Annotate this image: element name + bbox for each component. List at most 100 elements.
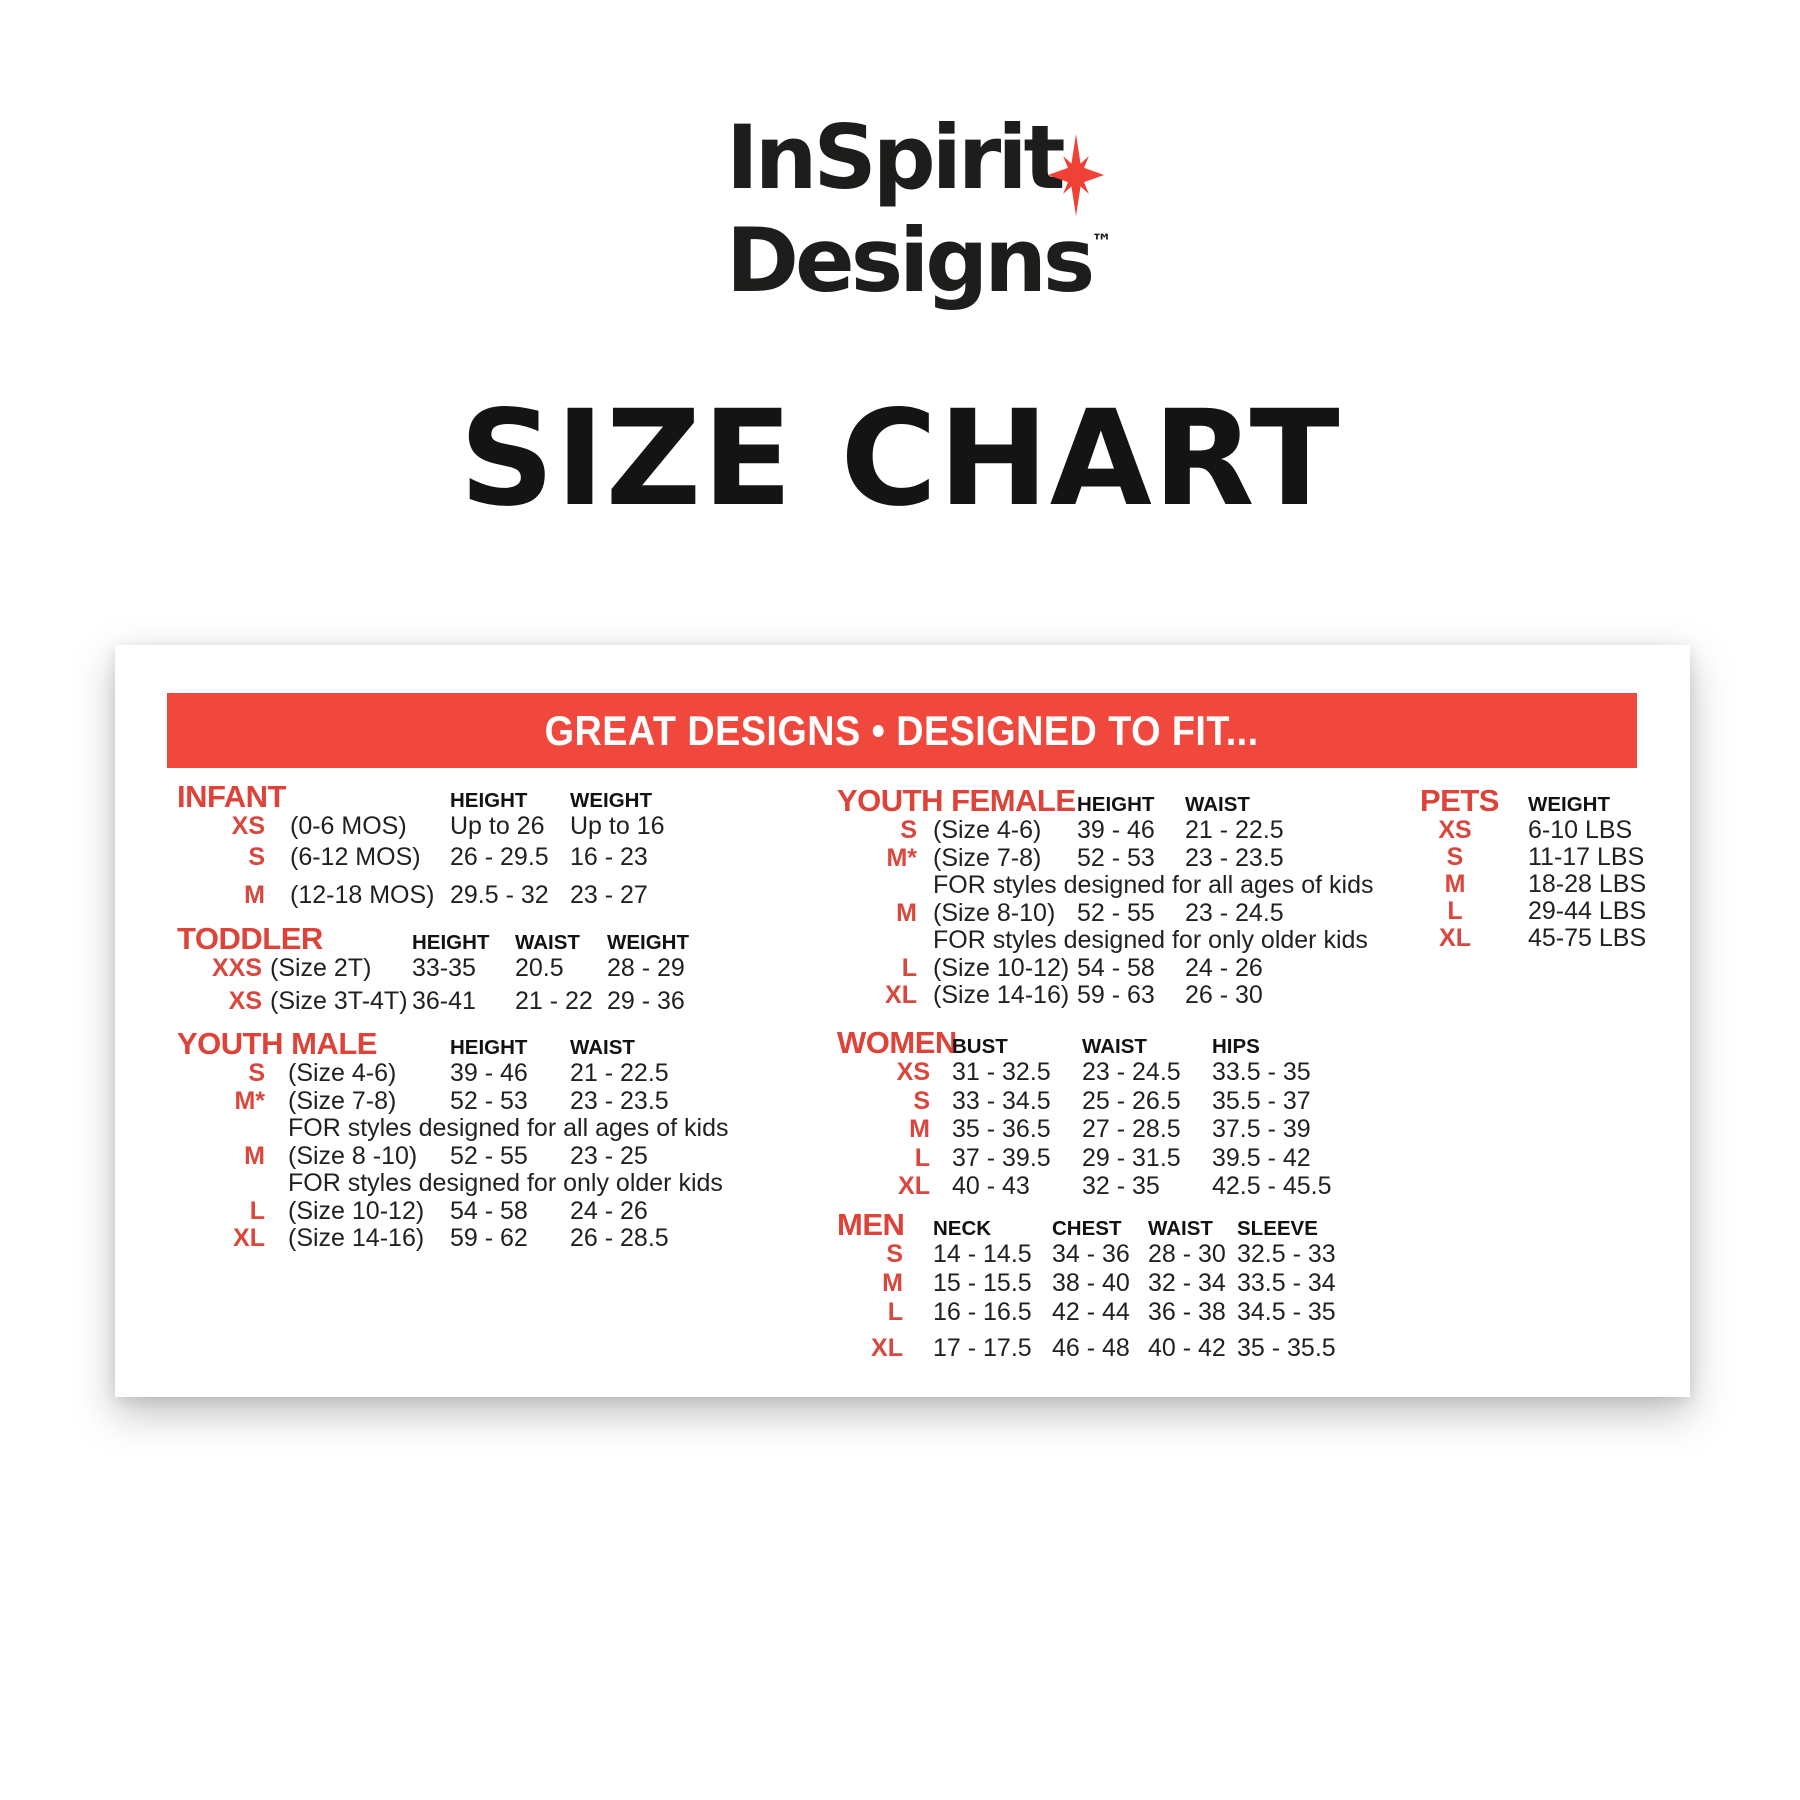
table-row: M* (Size 7-8) 52 - 53 23 - 23.5 bbox=[837, 843, 1373, 874]
size-label: L bbox=[914, 1143, 930, 1172]
section-infant: INFANT HEIGHT WEIGHT XS (0-6 MOS) Up to 26 Up … bbox=[177, 781, 690, 914]
column-header: HEIGHT bbox=[1077, 793, 1155, 816]
note-text: FOR styles designed for only older kids bbox=[288, 1169, 723, 1197]
size-label: XS bbox=[1438, 816, 1472, 844]
cell-value: 54 - 58 bbox=[1077, 953, 1155, 982]
cell-value: 18-28 LBS bbox=[1528, 870, 1647, 898]
column-header: WAIST bbox=[1082, 1035, 1147, 1058]
cell-value: 26 - 30 bbox=[1185, 981, 1263, 1009]
cell-value: 46 - 48 bbox=[1052, 1334, 1130, 1362]
cell-value: 39.5 - 42 bbox=[1212, 1143, 1311, 1172]
size-label: XS bbox=[231, 812, 265, 840]
size-desc: (Size 8-10) bbox=[933, 898, 1056, 927]
table-row: S (6-12 MOS) 26 - 29.5 16 - 23 bbox=[177, 845, 690, 876]
size-desc: (Size 2T) bbox=[270, 954, 372, 982]
column-header: WAIST bbox=[1148, 1217, 1213, 1240]
section-title: PETS bbox=[1420, 783, 1499, 818]
size-label: M bbox=[244, 1141, 265, 1170]
size-label: M bbox=[1444, 870, 1466, 898]
cell-value: 29-44 LBS bbox=[1528, 897, 1647, 925]
cell-value: 34 - 36 bbox=[1052, 1240, 1130, 1268]
column-header: HEIGHT bbox=[450, 1036, 528, 1059]
cell-value: 59 - 62 bbox=[450, 1224, 528, 1252]
cell-value: 45-75 LBS bbox=[1528, 924, 1647, 952]
size-label: XL bbox=[1439, 924, 1471, 952]
cell-value: 42 - 44 bbox=[1052, 1298, 1130, 1326]
cell-value: 16 - 16.5 bbox=[933, 1298, 1032, 1326]
page-title: SIZE CHART bbox=[459, 382, 1341, 536]
cell-value: 11-17 LBS bbox=[1528, 843, 1645, 871]
column-header: WAIST bbox=[570, 1036, 635, 1059]
section-header-row: PETS WEIGHT bbox=[1420, 785, 1660, 818]
column-header: BUST bbox=[952, 1035, 1008, 1058]
note-row: FOR styles designed for all ages of kids bbox=[177, 1116, 728, 1144]
column-header: WAIST bbox=[515, 931, 580, 954]
logo-line-2: Designs™ bbox=[726, 200, 1113, 305]
size-desc: (Size 4-6) bbox=[933, 816, 1042, 844]
cell-value: 32 - 35 bbox=[1082, 1172, 1160, 1200]
cell-value: 29 - 36 bbox=[607, 987, 685, 1015]
size-label: S bbox=[900, 816, 917, 844]
table-row: XL (Size 14-16) 59 - 63 26 - 30 bbox=[837, 983, 1373, 1011]
cell-value: 33.5 - 34 bbox=[1237, 1269, 1336, 1297]
section-youth-male: YOUTH MALE HEIGHT WAIST S (Size 4-6) 39 - 46 2… bbox=[177, 1028, 728, 1254]
cell-value: 35 - 35.5 bbox=[1237, 1334, 1336, 1362]
size-label: XL bbox=[898, 1172, 930, 1200]
column-header: NECK bbox=[933, 1217, 992, 1240]
column-header: WAIST bbox=[1185, 793, 1250, 816]
table-row: M (Size 8-10) 52 - 55 23 - 24.5 bbox=[837, 898, 1373, 929]
cell-value: 39 - 46 bbox=[450, 1059, 528, 1087]
trademark-symbol: ™ bbox=[1091, 230, 1113, 254]
table-row: L 16 - 16.5 42 - 44 36 - 38 34.5 - 35 bbox=[837, 1300, 1397, 1329]
section-men: MEN NECK CHEST WAIST SLEEVE S 14 - 14.5 34 - 36… bbox=[837, 1209, 1397, 1365]
size-desc: (0-6 MOS) bbox=[290, 812, 407, 840]
cell-value: 42.5 - 45.5 bbox=[1212, 1172, 1332, 1200]
cell-value: 32.5 - 33 bbox=[1237, 1240, 1336, 1268]
note-text: FOR styles designed for all ages of kids bbox=[288, 1114, 729, 1142]
size-label: M* bbox=[886, 843, 917, 872]
section-toddler: TODDLER HEIGHT WAIST WEIGHT XXS (Size 2T) 33-3… bbox=[177, 923, 717, 1022]
card-banner: GREAT DESIGNS • DESIGNED TO FIT... bbox=[167, 693, 1637, 768]
size-desc: (Size 7-8) bbox=[288, 1086, 397, 1115]
cell-value: 28 - 29 bbox=[607, 954, 685, 982]
table-row: L (Size 10-12) 54 - 58 24 - 26 bbox=[837, 953, 1373, 984]
cell-value: 25 - 26.5 bbox=[1082, 1086, 1181, 1115]
size-label: XL bbox=[871, 1334, 903, 1362]
cell-value: 52 - 53 bbox=[1077, 843, 1155, 872]
size-label: XS bbox=[228, 987, 262, 1015]
size-label: M bbox=[909, 1115, 930, 1143]
column-header: WEIGHT bbox=[1528, 793, 1610, 816]
cell-value: Up to 16 bbox=[570, 812, 665, 840]
table-row: XL 17 - 17.5 46 - 48 40 - 42 35 - 35.5 bbox=[837, 1336, 1397, 1365]
table-row: XS (Size 3T-4T) 36-41 21 - 22 29 - 36 bbox=[177, 989, 717, 1022]
cell-value: 23 - 25 bbox=[570, 1141, 648, 1170]
cell-value: 14 - 14.5 bbox=[933, 1240, 1032, 1268]
cell-value: 38 - 40 bbox=[1052, 1269, 1130, 1297]
cell-value: 26 - 29.5 bbox=[450, 843, 549, 871]
size-label: L bbox=[249, 1196, 265, 1225]
cell-value: 52 - 53 bbox=[450, 1086, 528, 1115]
table-row: S 14 - 14.5 34 - 36 28 - 30 32.5 - 33 bbox=[837, 1242, 1397, 1271]
note-text: FOR styles designed for only older kids bbox=[933, 926, 1368, 954]
size-label: L bbox=[901, 953, 917, 982]
size-desc: (Size 14-16) bbox=[288, 1224, 425, 1252]
cell-value: 33-35 bbox=[412, 954, 476, 982]
section-header-row: YOUTH MALE HEIGHT WAIST bbox=[177, 1028, 728, 1061]
table-row: S 33 - 34.5 25 - 26.5 35.5 - 37 bbox=[837, 1086, 1362, 1118]
size-label: M* bbox=[234, 1086, 265, 1115]
size-desc: (Size 10-12) bbox=[933, 953, 1070, 982]
section-title: WOMEN bbox=[837, 1025, 957, 1060]
cell-value: 52 - 55 bbox=[450, 1141, 528, 1170]
table-row: S (Size 4-6) 39 - 46 21 - 22.5 bbox=[837, 818, 1373, 846]
cell-value: 37 - 39.5 bbox=[952, 1143, 1051, 1172]
section-header-row: INFANT HEIGHT WEIGHT bbox=[177, 781, 690, 814]
table-row: XS 6-10 LBS bbox=[1420, 818, 1660, 845]
section-header-row: YOUTH FEMALE HEIGHT WAIST bbox=[837, 785, 1373, 818]
cell-value: 31 - 32.5 bbox=[952, 1058, 1051, 1086]
table-row: M (Size 8 -10) 52 - 55 23 - 25 bbox=[177, 1141, 728, 1172]
note-text: FOR styles designed for all ages of kids bbox=[933, 871, 1374, 899]
size-label: L bbox=[887, 1298, 903, 1326]
table-row: M 18-28 LBS bbox=[1420, 872, 1660, 899]
table-row: L (Size 10-12) 54 - 58 24 - 26 bbox=[177, 1196, 728, 1227]
cell-value: Up to 26 bbox=[450, 812, 545, 840]
